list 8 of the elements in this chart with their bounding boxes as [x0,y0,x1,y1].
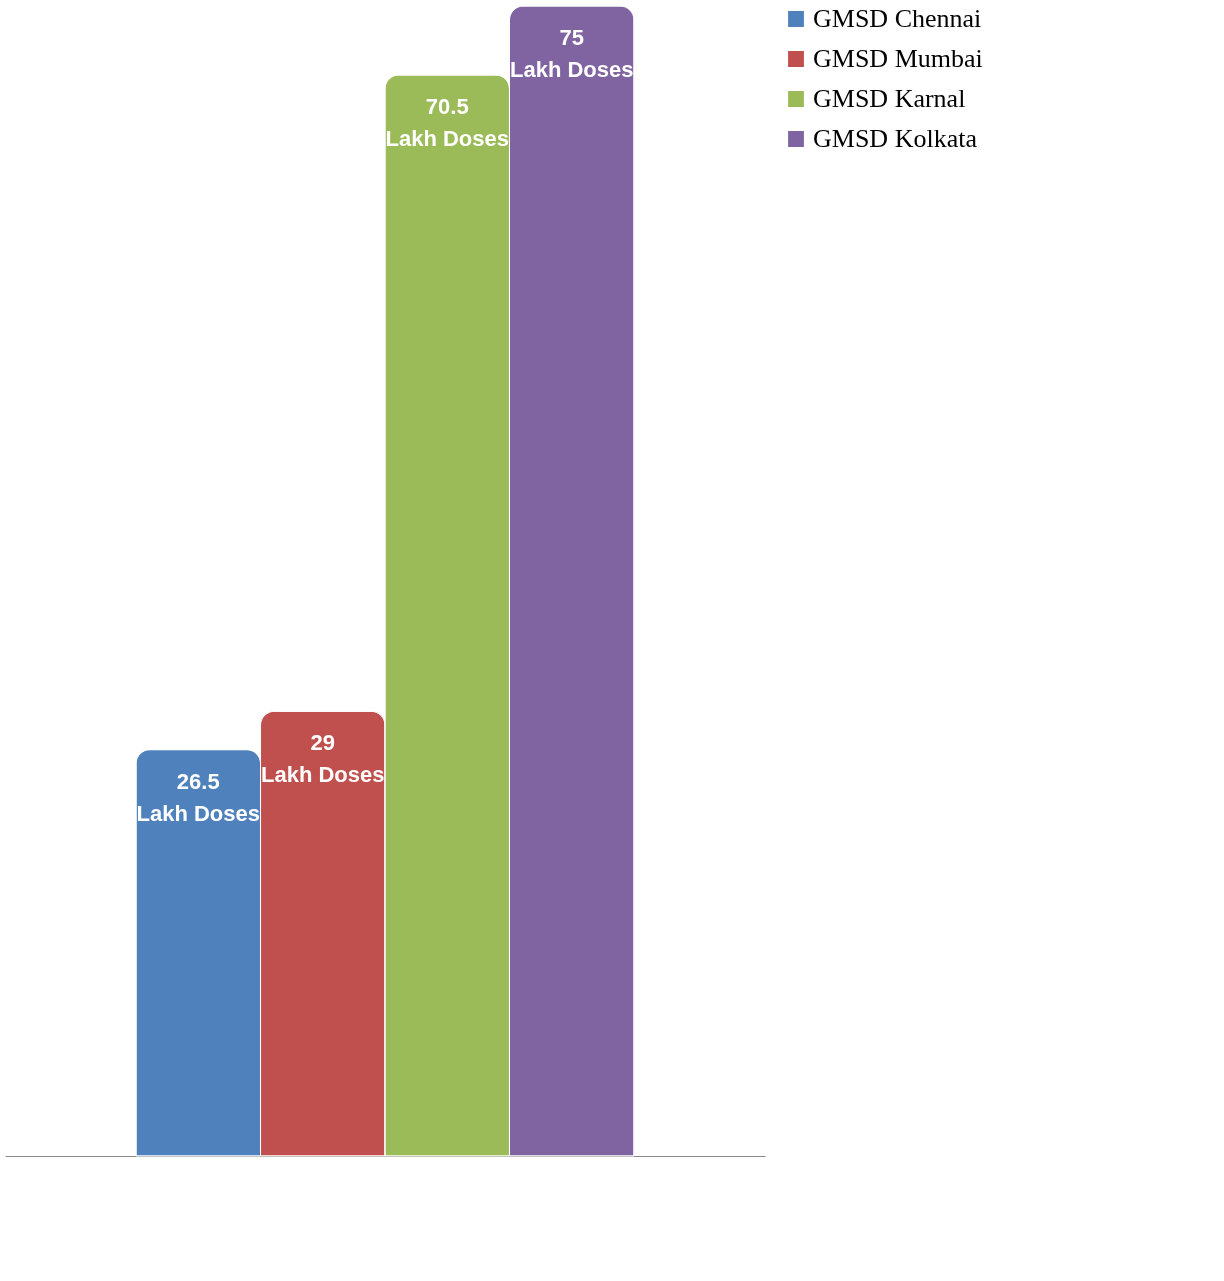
legend-label: GMSD Karnal [813,84,966,113]
data-label: 70.5 Lakh Doses [385,94,509,151]
data-label: 29 Lakh Doses [261,730,385,788]
legend-label: GMSD Kolkata [813,124,978,153]
data-label: 26.5 Lakh Doses [136,768,261,826]
data-label: 75 Lakh Doses [509,25,634,82]
legend-label: GMSD Mumbai [813,44,983,73]
legend-label: GMSD Chennai [813,4,982,33]
